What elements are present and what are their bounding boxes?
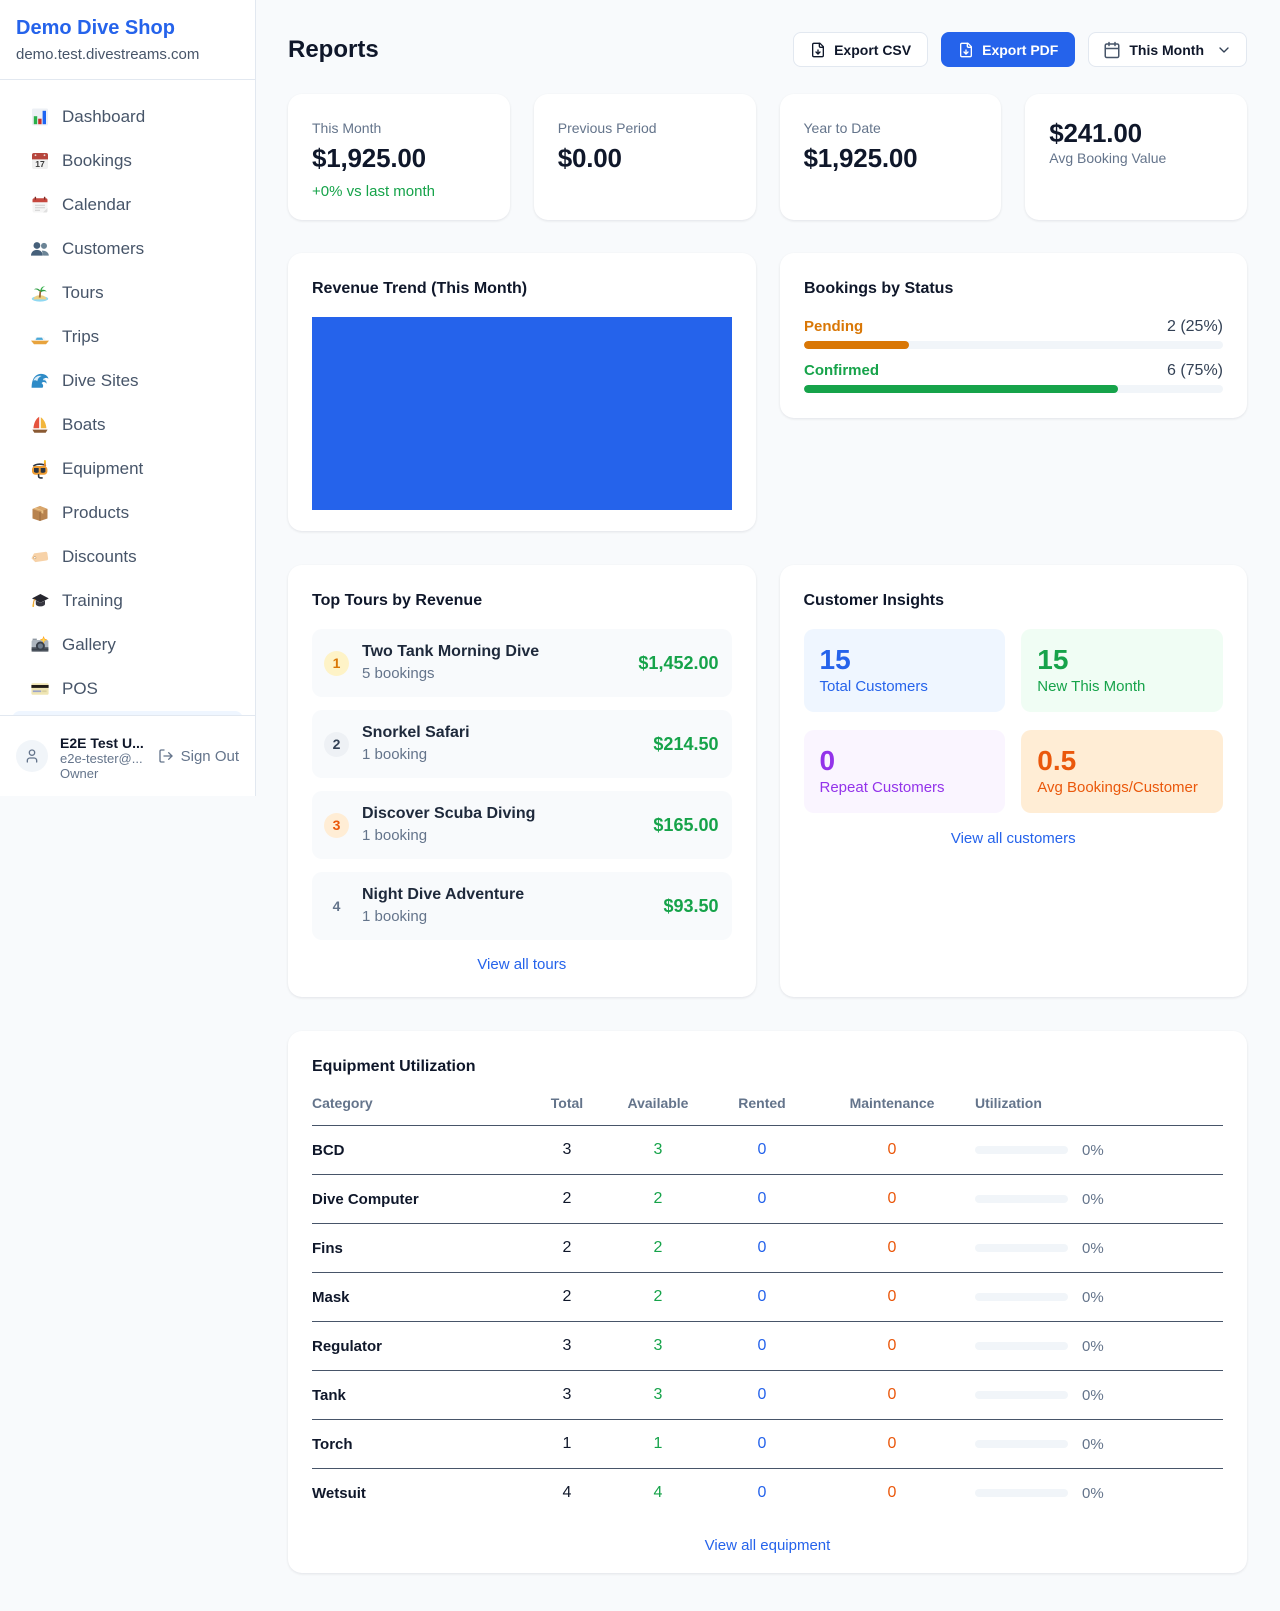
svg-text:17: 17 [35,159,45,169]
